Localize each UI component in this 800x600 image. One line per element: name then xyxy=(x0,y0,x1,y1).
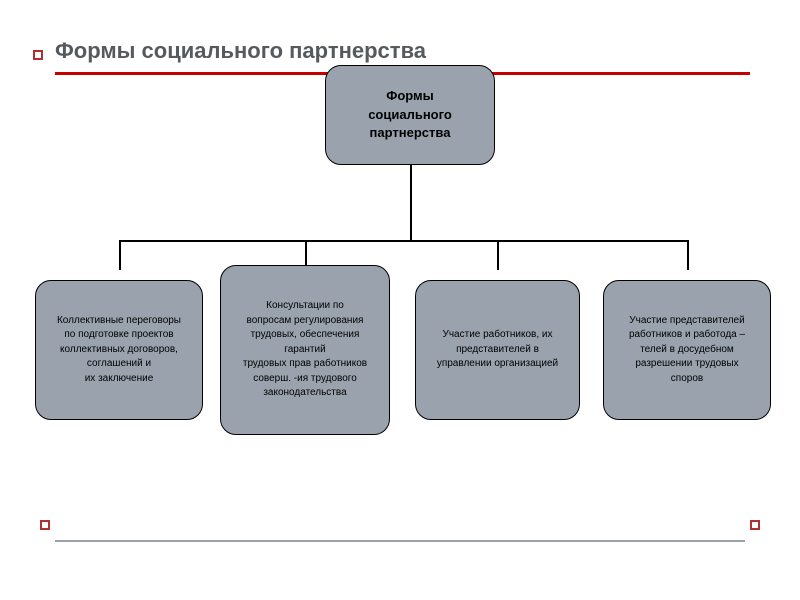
footer-square-right-icon xyxy=(750,520,760,530)
node-line: Участие представителей xyxy=(629,314,744,329)
title-bullet-icon xyxy=(33,50,43,60)
child-node: Консультации повопросам регулированиятру… xyxy=(220,265,390,435)
node-line: представителей в xyxy=(456,343,539,358)
connector-line xyxy=(119,240,687,242)
connector-line xyxy=(497,240,499,270)
node-line: партнерства xyxy=(370,124,451,143)
child-node: Коллективные переговорыпо подготовке про… xyxy=(35,280,203,420)
node-line: работников и работода – xyxy=(629,328,745,343)
node-line: трудовых прав работников xyxy=(243,357,367,372)
org-chart: Формысоциальногопартнерства Коллективные … xyxy=(55,85,750,515)
node-line: законодательства xyxy=(263,386,346,401)
root-node: Формысоциальногопартнерства xyxy=(325,65,495,165)
node-line: их заключение xyxy=(85,372,154,387)
connector-line xyxy=(687,240,689,270)
node-line: разрешении трудовых xyxy=(635,357,738,372)
node-line: социального xyxy=(368,106,452,125)
child-node: Участие работников, ихпредставителей вуп… xyxy=(415,280,580,420)
node-line: Участие работников, их xyxy=(442,328,552,343)
slide-title: Формы социального партнерства xyxy=(55,38,750,64)
node-line: вопросам регулирования xyxy=(247,314,364,329)
node-line: управлении организацией xyxy=(437,357,558,372)
node-line: гарантий xyxy=(284,343,325,358)
footer-square-left-icon xyxy=(40,520,50,530)
child-node: Участие представителейработников и работ… xyxy=(603,280,771,420)
connector-line xyxy=(119,240,121,270)
node-line: соглашений и xyxy=(87,357,151,372)
node-line: Консультации по xyxy=(266,299,344,314)
node-line: телей в досудебном xyxy=(640,343,734,358)
connector-line xyxy=(410,165,412,240)
footer-line xyxy=(55,540,745,542)
node-line: по подготовке проектов xyxy=(64,328,173,343)
node-line: соверш. -ия трудового xyxy=(253,372,357,387)
node-line: споров xyxy=(671,372,703,387)
slide: Формы социального партнерства Формысоциа… xyxy=(0,0,800,600)
node-line: трудовых, обеспечения xyxy=(251,328,360,343)
node-line: Коллективные переговоры xyxy=(57,314,181,329)
node-line: Формы xyxy=(386,87,434,106)
node-line: коллективных договоров, xyxy=(60,343,178,358)
